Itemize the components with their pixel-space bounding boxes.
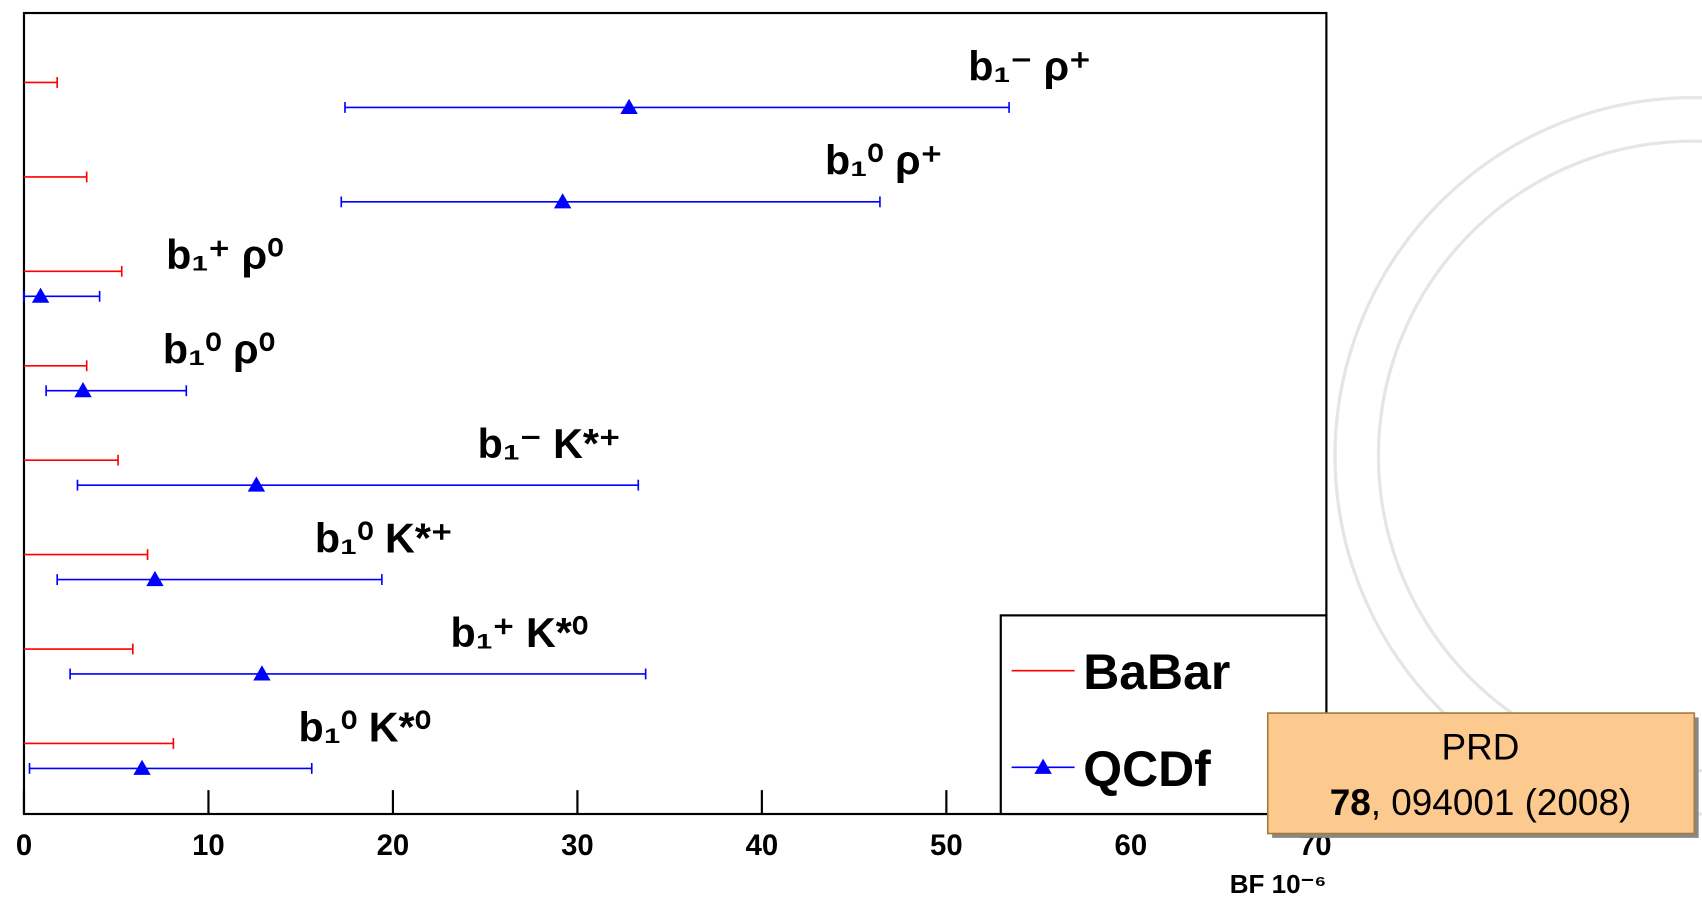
x-tick-label: 50 (930, 829, 963, 862)
decay-label: b₁⁺ K*⁰ (451, 610, 589, 656)
point (146, 570, 164, 587)
legend-label: QCDf (1083, 741, 1211, 797)
decay-label: b₁⁻ ρ⁺ (968, 43, 1091, 89)
point (553, 193, 572, 209)
x-tick-label: 60 (1115, 829, 1148, 862)
point (620, 98, 638, 114)
note-volume: 78 (1330, 782, 1371, 823)
legend-label: BaBar (1083, 644, 1230, 700)
plot-frame (22, 11, 1328, 816)
note-panel (1266, 712, 1696, 835)
decay-label: b₁⁻ K*⁺ (478, 421, 621, 467)
x-axis-label: BF 10⁻⁶ (1230, 869, 1327, 899)
note-rest: , 094001 (2008) (1371, 782, 1631, 823)
x-tick-label: 20 (377, 829, 410, 862)
point (31, 287, 50, 303)
x-tick-label: 10 (192, 829, 225, 862)
decay-label: b₁⁺ ρ⁰ (166, 232, 284, 278)
x-tick-label: 40 (746, 829, 779, 862)
x-tick-label: 30 (561, 829, 594, 862)
decay-label: b₁⁰ K*⁺ (315, 515, 453, 561)
decay-label: b₁⁰ ρ⁰ (163, 327, 275, 373)
legend-marker (1034, 758, 1052, 774)
decay-label: b₁⁰ K*⁰ (299, 704, 432, 750)
point (247, 476, 266, 492)
note-line1: PRD (1442, 727, 1520, 768)
point (74, 382, 92, 398)
decay-label: b₁⁰ ρ⁺ (825, 138, 943, 184)
x-tick-label: 0 (16, 829, 32, 862)
point (133, 759, 151, 775)
note-box: PRD 78, 094001 (2008) (1266, 712, 1699, 838)
watermark (1333, 96, 1702, 816)
point (253, 665, 271, 681)
note-line2: 78, 094001 (2008) (1330, 782, 1632, 823)
